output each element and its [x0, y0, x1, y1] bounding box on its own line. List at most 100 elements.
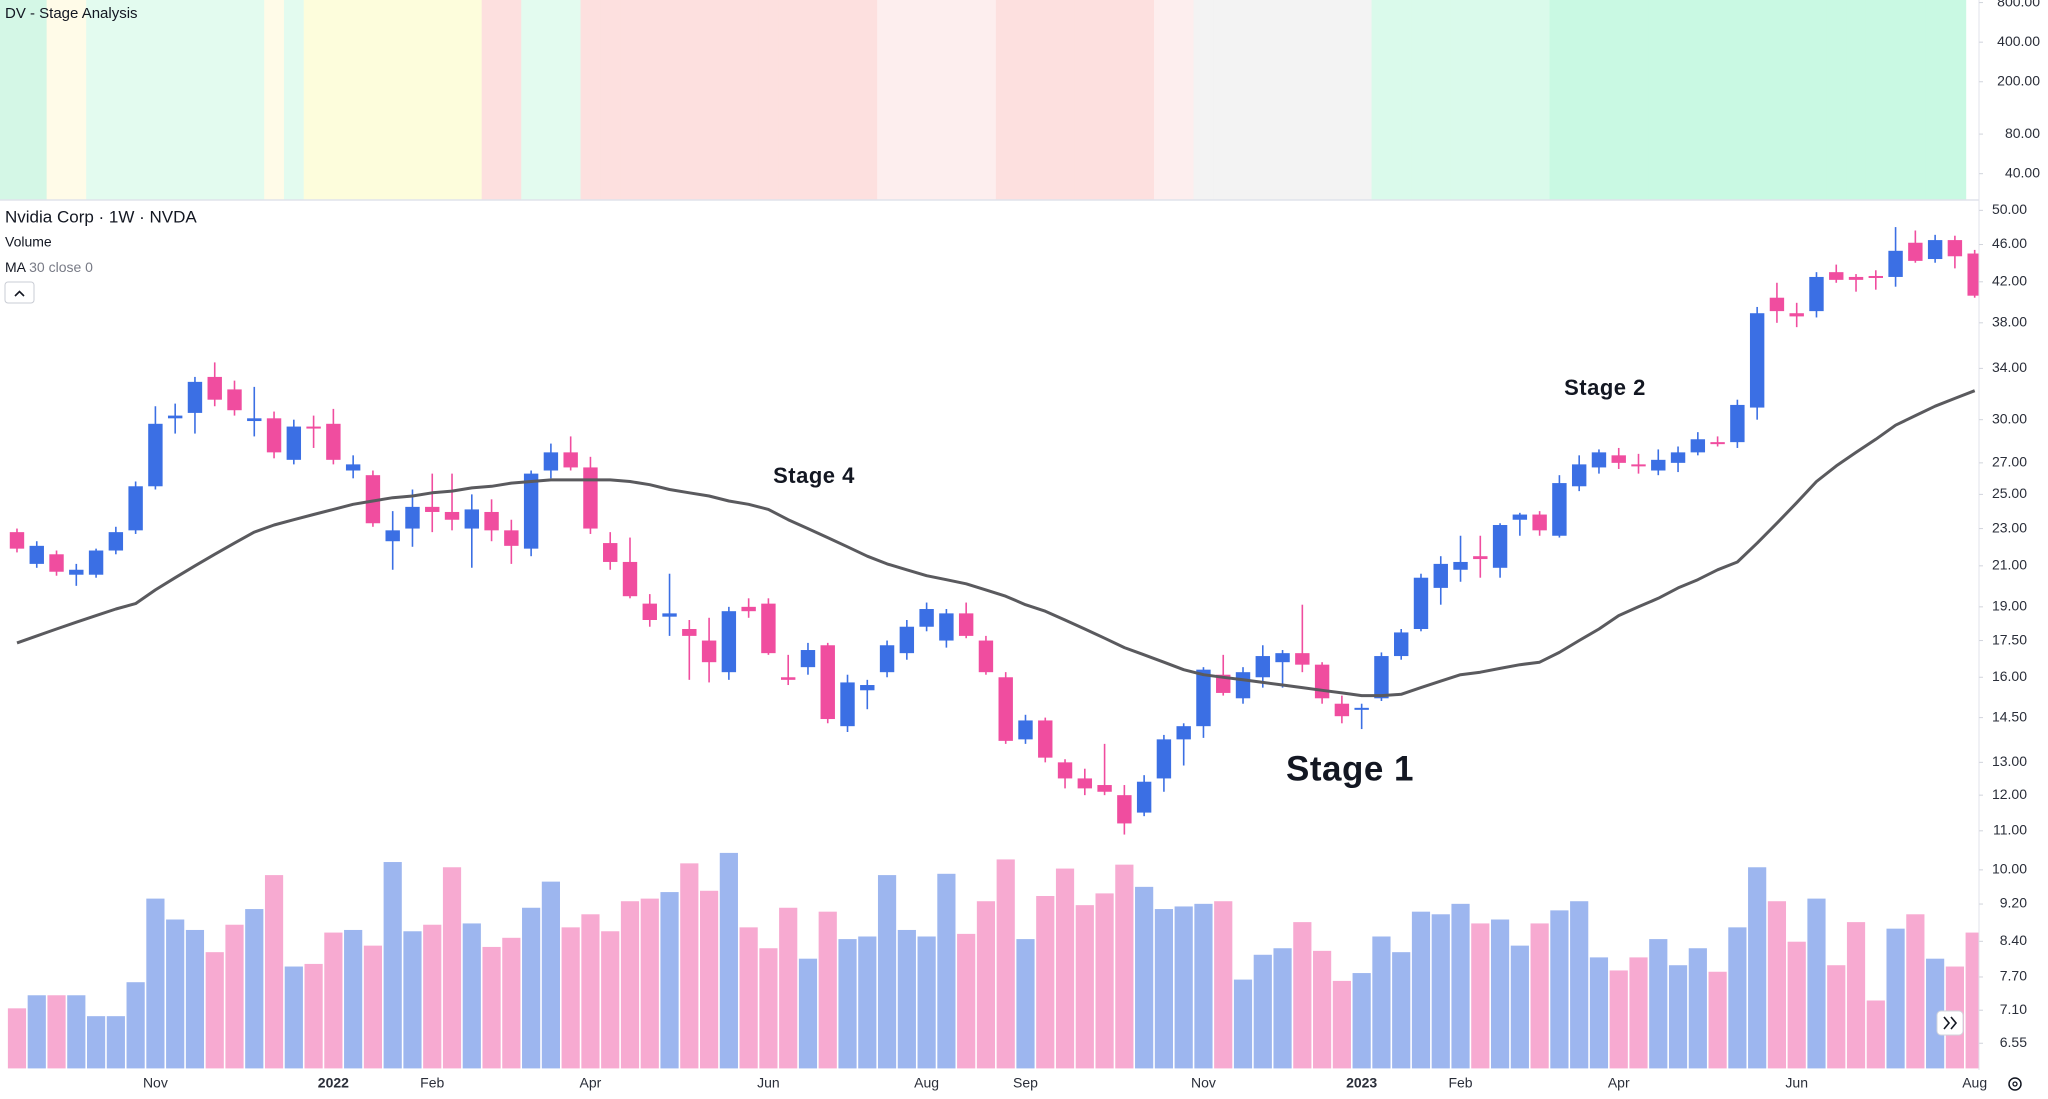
candle-body [1413, 577, 1429, 630]
x-tick-label: Jun [1785, 1075, 1808, 1091]
candle-body [9, 532, 25, 549]
volume-bar [284, 966, 303, 1069]
volume-bar [1214, 901, 1233, 1069]
x-tick-label: 2022 [318, 1075, 349, 1091]
stage-band [600, 0, 621, 200]
volume-bar [1570, 901, 1589, 1069]
y-tick-label: 7.70 [2000, 968, 2027, 984]
volume-bar [1194, 903, 1213, 1069]
volume-bar [957, 933, 976, 1069]
stage-band [1529, 0, 1551, 200]
scroll-right-icon[interactable] [1943, 1016, 1958, 1030]
stage-band [679, 0, 700, 200]
stage-band [1885, 0, 1906, 200]
stage-band [837, 0, 858, 200]
indicator-tick-label: 400.00 [1997, 33, 2040, 49]
stage-band [1411, 0, 1432, 200]
volume-bar [1055, 868, 1075, 1069]
volume-bar [1253, 954, 1272, 1069]
ma-label: MA [5, 259, 27, 275]
volume-bar [917, 936, 936, 1069]
collapse-button[interactable] [4, 281, 35, 304]
stage-band [1351, 0, 1373, 200]
candle-body [1512, 514, 1528, 520]
candle-body [879, 645, 895, 673]
stage-band [1747, 0, 1768, 200]
stage-band [442, 0, 463, 200]
stage-band [1252, 0, 1274, 200]
volume-bar [442, 867, 462, 1069]
settings-button[interactable] [2008, 1077, 2022, 1091]
volume-bar [976, 901, 996, 1069]
annotations: Stage 4 Stage 2 Stage 1 [773, 375, 1645, 788]
volume-bar [106, 1016, 125, 1069]
volume-bar [185, 929, 205, 1069]
volume-bar [1688, 948, 1707, 1069]
volume-bar [1827, 965, 1846, 1069]
volume-bar [146, 898, 165, 1069]
stage-band [264, 0, 285, 200]
stage-band [1767, 0, 1788, 200]
indicator-tick-label: 40.00 [2005, 164, 2040, 180]
candle-body [1769, 297, 1785, 312]
candle-body [1156, 739, 1172, 779]
candle-body [227, 389, 242, 411]
stage-band [1213, 0, 1234, 200]
stage-band [1964, 0, 1967, 200]
scroll-right-button[interactable] [1936, 1010, 1964, 1036]
candle-body [820, 645, 835, 720]
volume-bar [1668, 965, 1688, 1069]
y-tick-label: 6.55 [2000, 1034, 2027, 1050]
volume-bar [1293, 922, 1312, 1069]
stage-band [1549, 0, 1570, 200]
y-tick-label: 9.20 [2000, 895, 2027, 911]
settings-gear[interactable] [2008, 1077, 2022, 1091]
stage-band [857, 0, 878, 200]
candle-body [1532, 514, 1547, 531]
stage-band [1312, 0, 1333, 200]
x-tick-label: Apr [580, 1075, 602, 1091]
candle-body [583, 467, 598, 529]
stage-band [343, 0, 364, 200]
stage-band [1470, 0, 1491, 200]
indicator-title: DV - Stage Analysis [5, 5, 138, 22]
candle-body [1591, 452, 1607, 468]
stage-band [1509, 0, 1531, 200]
volume-bar [1411, 911, 1431, 1069]
volume-bar [1926, 958, 1945, 1069]
candle-body [1809, 276, 1824, 312]
candle-body [1552, 483, 1567, 536]
y-tick-label: 50.00 [1992, 201, 2027, 217]
volume-bar [126, 982, 145, 1069]
settings-gear-center[interactable] [2012, 1081, 2018, 1087]
volume-bar [47, 995, 66, 1069]
candle-body [29, 545, 44, 564]
stage-band [817, 0, 839, 200]
stage-band [758, 0, 779, 200]
volume-bar [1431, 914, 1450, 1069]
candle-body [1947, 240, 1963, 257]
stage-band [125, 0, 147, 200]
stage-band [995, 0, 1017, 200]
candle-body [128, 486, 143, 531]
volume-bar [1273, 948, 1292, 1069]
stage-band [1628, 0, 1649, 200]
volume-bar [581, 914, 600, 1069]
volume-bar [1530, 923, 1549, 1069]
candle-body [721, 611, 737, 673]
volume-bar [1313, 950, 1332, 1069]
volume-bar [1233, 979, 1253, 1069]
volume-bar [1036, 896, 1055, 1069]
collapse-icon[interactable] [14, 290, 25, 297]
volume-bar [1728, 927, 1747, 1069]
stage-band [461, 0, 483, 200]
axes: 800.00 400.00 200.00 80.00 40.00 50.00 46.00 42… [143, 0, 2040, 1091]
stage-band [1707, 0, 1728, 200]
stage-band [1074, 0, 1096, 200]
x-tick-label: Nov [143, 1075, 168, 1091]
volume-bar [27, 995, 46, 1069]
candle-body [1354, 707, 1369, 710]
y-tick-label: 38.00 [1992, 314, 2027, 330]
stage-band [877, 0, 898, 200]
stage-band [1945, 0, 1966, 200]
